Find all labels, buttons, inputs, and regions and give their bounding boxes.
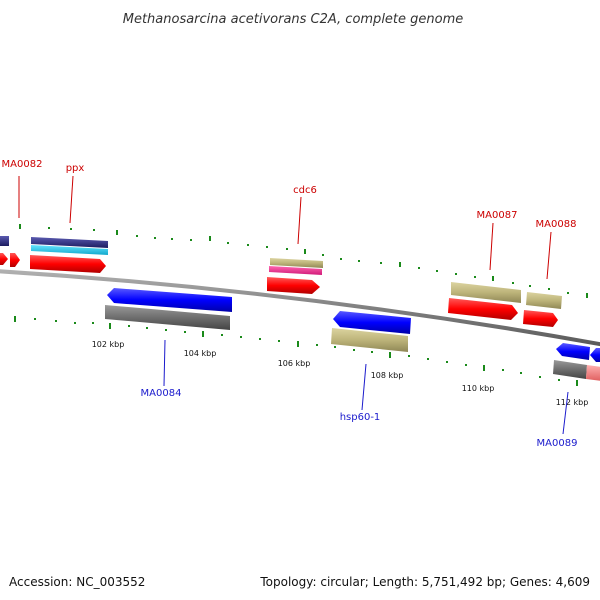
scale-label-108: 108 kbp xyxy=(371,371,404,380)
gene-label-ma0089[interactable]: MA0089 xyxy=(537,438,578,449)
feature-salmon-partial[interactable] xyxy=(586,365,600,381)
feature-cdc6-pink[interactable] xyxy=(269,266,322,275)
scale-label-112: 112 kbp xyxy=(556,398,589,407)
genome-summary-text: Topology: circular; Length: 5,751,492 bp… xyxy=(259,575,590,589)
map-title: Methanosarcina acetivorans C2A, complete… xyxy=(123,12,464,27)
gene-arrow-ma0088[interactable] xyxy=(523,310,558,327)
leader-lines xyxy=(18,175,569,435)
gene-arrow-hsp60[interactable] xyxy=(333,311,411,334)
forward-features xyxy=(0,236,562,327)
feature-ppx-cyan[interactable] xyxy=(31,245,108,255)
gene-arrow-ma0087[interactable] xyxy=(448,298,518,320)
feature-ma0089-gray[interactable] xyxy=(553,360,587,379)
leader-ma0088 xyxy=(546,231,552,280)
gene-arrow-left-partial[interactable] xyxy=(0,253,8,265)
feature-ma0087-khaki[interactable] xyxy=(451,282,521,303)
gene-label-cdc6[interactable]: cdc6 xyxy=(293,185,317,196)
feature-ma0088-khaki[interactable] xyxy=(526,292,562,309)
gene-label-ma0084[interactable]: MA0084 xyxy=(141,388,182,399)
gene-label-ma0088[interactable]: MA0088 xyxy=(536,219,577,230)
gene-arrow-small[interactable] xyxy=(10,253,20,267)
leader-ma0089 xyxy=(562,391,569,435)
gene-label-ma0082[interactable]: MA0082 xyxy=(2,159,43,170)
gene-arrow-ma0084[interactable] xyxy=(107,288,232,312)
gene-arrow-ppx[interactable] xyxy=(30,255,106,273)
leader-hsp60 xyxy=(361,363,367,411)
leader-ma0087 xyxy=(489,222,494,271)
reverse-features xyxy=(105,288,600,381)
gene-label-ppx[interactable]: ppx xyxy=(66,163,85,174)
feature-ppx-navy[interactable] xyxy=(31,237,108,248)
gene-arrow-cdc6[interactable] xyxy=(267,277,320,294)
gene-label-ma0087[interactable]: MA0087 xyxy=(477,210,518,221)
scale-label-106: 106 kbp xyxy=(278,359,311,368)
leader-ppx xyxy=(69,175,74,224)
accession-text: Accession: NC_003552 xyxy=(9,575,145,589)
genome-backbone xyxy=(0,269,600,347)
forward-ticks xyxy=(19,224,588,298)
feature-ma0084-gray[interactable] xyxy=(105,305,230,330)
scale-labels: 102 kbp 104 kbp 106 kbp 108 kbp 110 kbp … xyxy=(92,340,589,407)
scale-label-104: 104 kbp xyxy=(184,349,217,358)
gene-arrow-ma0089[interactable] xyxy=(556,343,590,360)
reverse-ticks xyxy=(14,316,578,386)
leader-ma0084 xyxy=(163,339,166,387)
scale-label-110: 110 kbp xyxy=(462,384,495,393)
gene-labels: MA0082 ppx cdc6 MA0087 MA0088 MA0084 hsp… xyxy=(2,159,578,449)
scale-label-102: 102 kbp xyxy=(92,340,125,349)
feature-cdc6-khaki[interactable] xyxy=(270,258,323,268)
gene-arrow-right-partial[interactable] xyxy=(590,348,600,362)
leader-cdc6 xyxy=(297,196,302,245)
feature-navy-partial[interactable] xyxy=(0,236,9,246)
gene-label-hsp60[interactable]: hsp60-1 xyxy=(340,412,381,423)
feature-hsp60-khaki[interactable] xyxy=(331,328,408,352)
